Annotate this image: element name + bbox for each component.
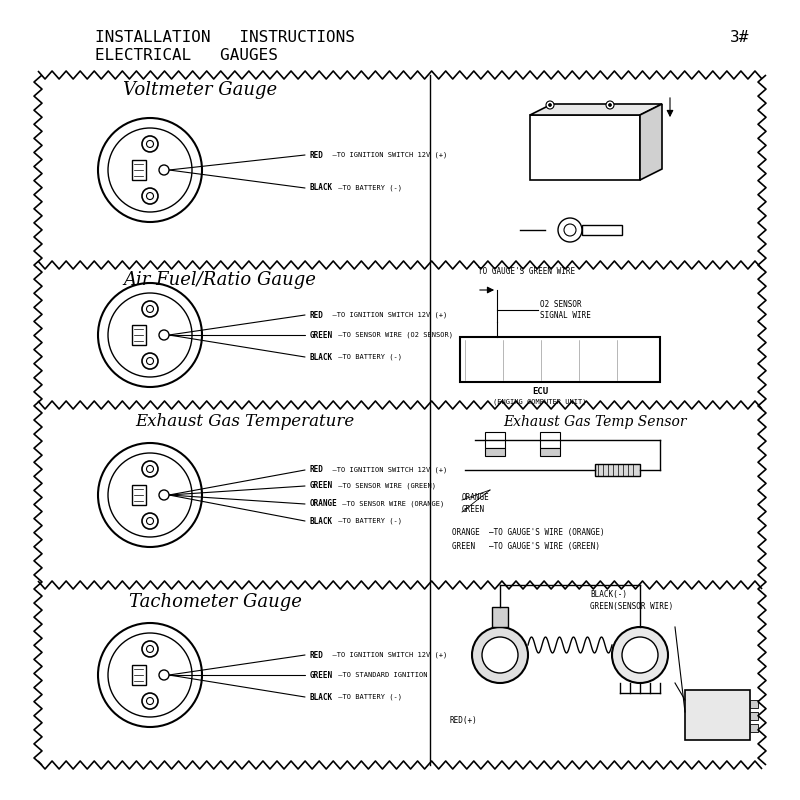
Circle shape [612,627,668,683]
Circle shape [606,101,614,109]
Text: GREEN: GREEN [462,506,485,514]
Bar [132,160,146,180]
Circle shape [546,101,554,109]
Text: GREEN: GREEN [310,670,333,679]
Bar [540,432,560,448]
Text: BLACK: BLACK [310,517,333,526]
Text: —TO IGNITION SWITCH 12V (+): —TO IGNITION SWITCH 12V (+) [325,652,448,658]
Text: GREEN: GREEN [310,330,333,339]
Text: GREEN(SENSOR WIRE): GREEN(SENSOR WIRE) [590,602,674,611]
Text: —TO BATTERY (-): —TO BATTERY (-) [334,185,402,191]
Bar [750,700,758,708]
Bar [485,432,505,448]
Circle shape [549,103,551,106]
Text: RED: RED [310,150,324,159]
Text: RED: RED [310,650,324,659]
Text: —TO SENSOR WIRE (GREEN): —TO SENSOR WIRE (GREEN) [334,482,435,490]
Text: (ENGING COMPUTER UNIT): (ENGING COMPUTER UNIT) [494,398,586,406]
Bar [595,464,640,476]
Text: Voltmeter Gauge: Voltmeter Gauge [123,81,277,99]
Text: TO GAUGE'S GREEN WIRE: TO GAUGE'S GREEN WIRE [478,267,575,277]
Circle shape [472,627,528,683]
Text: RED: RED [310,310,324,319]
Bar [132,485,146,505]
Circle shape [159,490,169,500]
Bar [540,448,560,456]
Text: RED: RED [310,466,324,474]
Bar [582,225,622,235]
Text: GREEN   —TO GAUGE'S WIRE (GREEN): GREEN —TO GAUGE'S WIRE (GREEN) [452,542,600,550]
Text: —TO IGNITION SWITCH 12V (+): —TO IGNITION SWITCH 12V (+) [325,466,448,474]
Text: Exhaust Gas Temperature: Exhaust Gas Temperature [135,414,354,430]
Circle shape [622,637,658,673]
Bar [460,337,660,382]
Text: ORANGE: ORANGE [310,499,338,509]
Text: Tachometer Gauge: Tachometer Gauge [129,593,302,611]
Text: —TO BATTERY (-): —TO BATTERY (-) [334,354,402,360]
Text: RED(+): RED(+) [450,715,478,725]
Polygon shape [530,104,662,115]
Bar [750,724,758,732]
Circle shape [159,670,169,680]
Circle shape [159,330,169,340]
Text: Air Fuel/Ratio Gauge: Air Fuel/Ratio Gauge [123,271,317,289]
Text: BLACK: BLACK [310,183,333,193]
Text: ORANGE  —TO GAUGE'S WIRE (ORANGE): ORANGE —TO GAUGE'S WIRE (ORANGE) [452,527,605,537]
Text: ORANGE: ORANGE [462,494,490,502]
Text: —TO SENSOR WIRE (ORANGE): —TO SENSOR WIRE (ORANGE) [338,501,444,507]
Text: Exhaust Gas Temp Sensor: Exhaust Gas Temp Sensor [503,415,686,429]
Text: —TO IGNITION SWITCH 12V (+): —TO IGNITION SWITCH 12V (+) [325,152,448,158]
Text: 3#: 3# [730,30,750,46]
Text: O2 SENSOR
SIGNAL WIRE: O2 SENSOR SIGNAL WIRE [540,300,591,320]
Text: —TO STANDARD IGNITION: —TO STANDARD IGNITION [334,672,427,678]
Text: BLACK: BLACK [310,353,333,362]
Text: —TO BATTERY (-): —TO BATTERY (-) [334,694,402,700]
Text: —TO BATTERY (-): —TO BATTERY (-) [334,518,402,524]
Bar [685,690,750,740]
Circle shape [159,165,169,175]
Text: ECU: ECU [532,387,548,397]
Text: —TO IGNITION SWITCH 12V (+): —TO IGNITION SWITCH 12V (+) [325,312,448,318]
Bar [750,712,758,720]
Text: ELECTRICAL   GAUGES: ELECTRICAL GAUGES [95,49,278,63]
Bar [132,665,146,685]
Text: INSTALLATION   INSTRUCTIONS: INSTALLATION INSTRUCTIONS [95,30,355,46]
Circle shape [482,637,518,673]
Text: —TO SENSOR WIRE (O2 SENSOR): —TO SENSOR WIRE (O2 SENSOR) [334,332,453,338]
Bar [485,448,505,456]
Text: GREEN: GREEN [310,482,333,490]
Text: BLACK: BLACK [310,693,333,702]
Text: BLACK(-): BLACK(-) [590,590,627,599]
Bar [492,607,508,627]
Circle shape [609,103,611,106]
Bar [132,325,146,345]
Polygon shape [640,104,662,180]
